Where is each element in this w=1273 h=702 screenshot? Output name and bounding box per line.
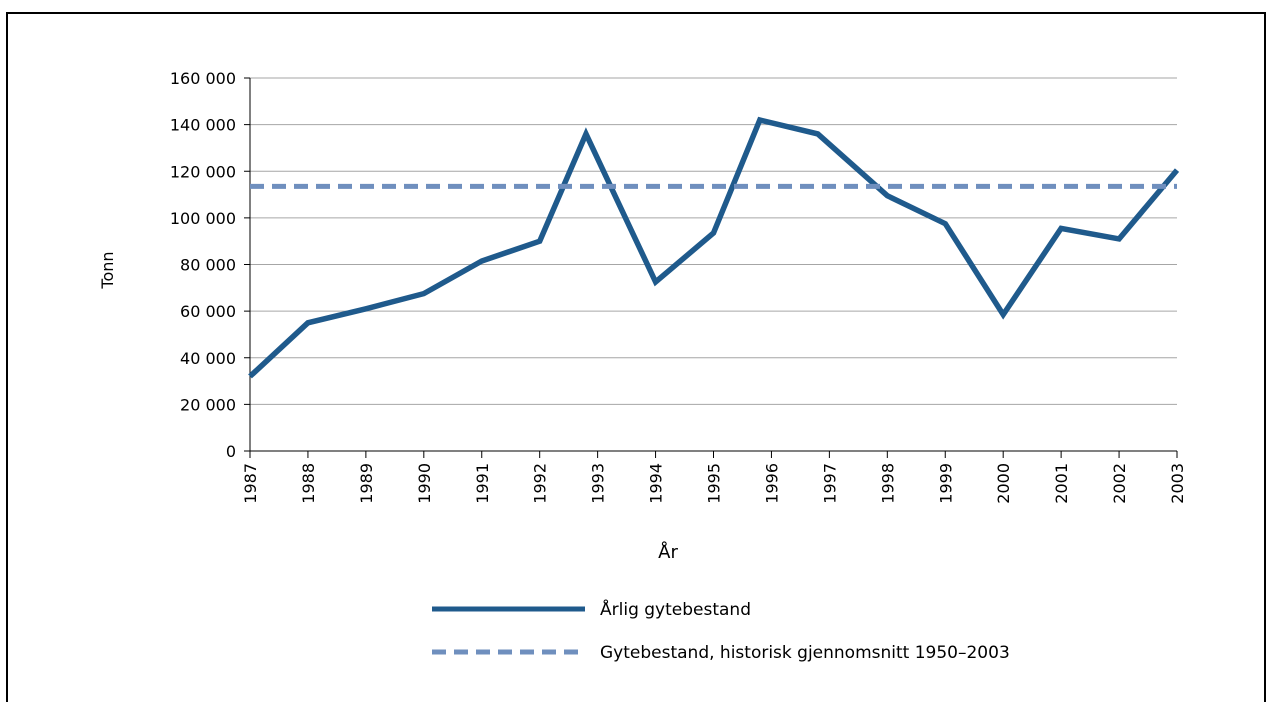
y-tick-label: 120 000 [170,162,236,181]
y-tick-label: 40 000 [180,349,236,368]
x-tick-label: 1991 [473,463,492,504]
x-axis-title: År [658,541,678,563]
chart-frame [6,12,1266,702]
x-tick-label: 2002 [1110,463,1129,504]
x-tick-label: 1988 [299,463,318,504]
legend: Årlig gytebestand Gytebestand, historisk… [432,598,1010,663]
y-tick-label: 140 000 [170,116,236,135]
y-tick-label: 80 000 [180,256,236,275]
x-tick-label: 2000 [994,463,1013,504]
y-tick-label: 0 [226,442,236,461]
y-tick-label: 100 000 [170,209,236,228]
x-tick-label: 1994 [647,463,666,504]
grid-lines [250,77,1177,405]
x-tick-label: 1992 [531,463,550,504]
y-tick-label: 160 000 [170,69,236,88]
x-tick-label: 1987 [241,463,260,504]
y-tick-label: 60 000 [180,302,236,321]
y-tick-label: 20 000 [180,395,236,414]
x-tick-label: 1996 [762,463,781,504]
tick-labels: 0 20 000 40 000 60 000 80 000 100 000 120 000 1… [170,69,1187,504]
x-tick-label: 1995 [705,463,724,504]
x-tick-label: 2001 [1052,463,1071,504]
x-tick-label: 1989 [357,463,376,504]
legend-label-historical-average: Gytebestand, historisk gjennomsnitt 1950… [600,643,1010,663]
x-tick-label: 1998 [878,463,897,504]
y-axis-title: Tonn [98,251,117,289]
series-lines [248,116,1180,379]
legend-label-annual: Årlig gytebestand [600,598,751,620]
axes [244,77,1178,458]
series-line-annual-spawning-stock [248,116,1180,379]
x-tick-label: 1999 [936,463,955,504]
x-tick-label: 1990 [415,463,434,504]
x-tick-label: 2003 [1168,463,1187,504]
x-tick-label: 1993 [589,463,608,504]
x-tick-label: 1997 [820,463,839,504]
